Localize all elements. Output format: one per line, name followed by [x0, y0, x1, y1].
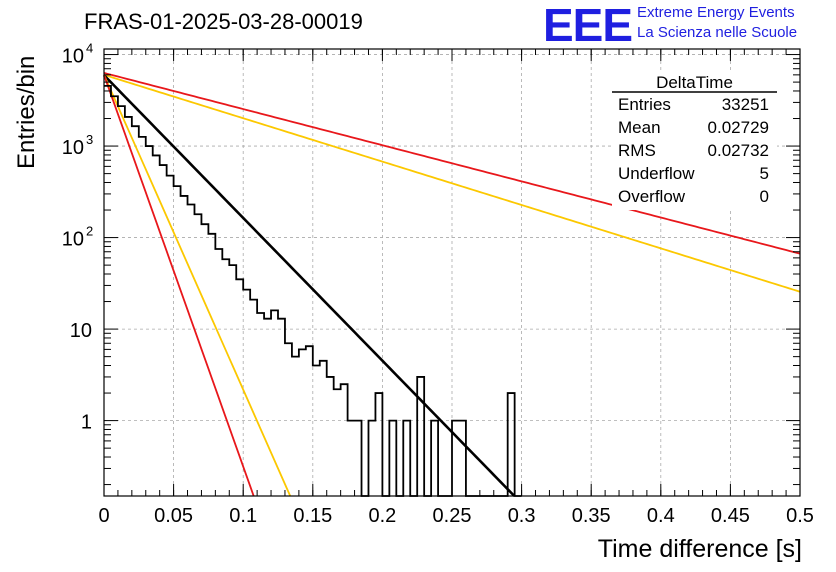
- stats-row-value: 0.02729: [708, 118, 769, 137]
- x-axis-label: Time difference [s]: [597, 535, 802, 563]
- x-tick-label: 0.2: [368, 505, 396, 527]
- stats-row-label: Underflow: [618, 164, 695, 183]
- x-tick-label: 0.5: [786, 505, 814, 527]
- black-fit-curve: [103, 74, 516, 497]
- stats-background: [612, 72, 777, 210]
- x-tick-label: 0: [98, 505, 109, 527]
- stats-row-value: 5: [760, 164, 769, 183]
- yellow-fit-curve: [103, 73, 801, 293]
- logo-line-1: Extreme Energy Events: [637, 4, 795, 21]
- plot-title: FRAS-01-2025-03-28-00019: [84, 9, 363, 34]
- red-fit-curve: [103, 72, 801, 255]
- x-tick-label: 0.3: [508, 505, 536, 527]
- y-tick-label: 10: [62, 137, 84, 159]
- histogram: [104, 84, 522, 497]
- axis-ticks: 0 0.05 0.1 0.15 0.2 0.25 0.3 0.35 0.4 0.45 0.5 1 10 1…: [62, 41, 814, 527]
- stats-row-value: 0: [760, 187, 769, 206]
- y-tick-exponent: 4: [86, 41, 93, 56]
- logo-line-2: La Scienza nelle Scuole: [637, 24, 798, 41]
- fit-curves: [103, 72, 801, 497]
- stats-row-value: 33251: [722, 95, 769, 114]
- stats-row-label: Entries: [618, 95, 671, 114]
- y-tick-label: 10: [62, 229, 84, 251]
- stats-row-value: 0.02732: [708, 141, 769, 160]
- stats-row-label: Overflow: [618, 187, 686, 206]
- red-fit-curve: [103, 74, 255, 497]
- x-tick-label: 0.35: [572, 505, 611, 527]
- x-tick-label: 0.4: [647, 505, 675, 527]
- stats-name: DeltaTime: [656, 73, 733, 92]
- y-tick-label: 1: [81, 412, 92, 434]
- stats-row-label: RMS: [618, 141, 656, 160]
- x-tick-label: 0.05: [154, 505, 193, 527]
- x-tick-label: 0.45: [711, 505, 750, 527]
- y-tick-exponent: 3: [86, 132, 93, 147]
- y-tick-label: 10: [62, 46, 84, 68]
- stats-box: DeltaTime Entries 33251 Mean 0.02729 RMS 0.027…: [612, 72, 777, 210]
- x-tick-label: 0.15: [293, 505, 332, 527]
- histogram-outline: [104, 84, 522, 497]
- y-tick-label: 10: [70, 320, 92, 342]
- y-tick-exponent: 2: [86, 224, 93, 239]
- stats-row-label: Mean: [618, 118, 661, 137]
- x-tick-label: 0.25: [433, 505, 472, 527]
- yellow-fit-curve: [103, 74, 292, 497]
- x-tick-label: 0.1: [229, 505, 257, 527]
- eee-logo: EEE: [543, 0, 633, 51]
